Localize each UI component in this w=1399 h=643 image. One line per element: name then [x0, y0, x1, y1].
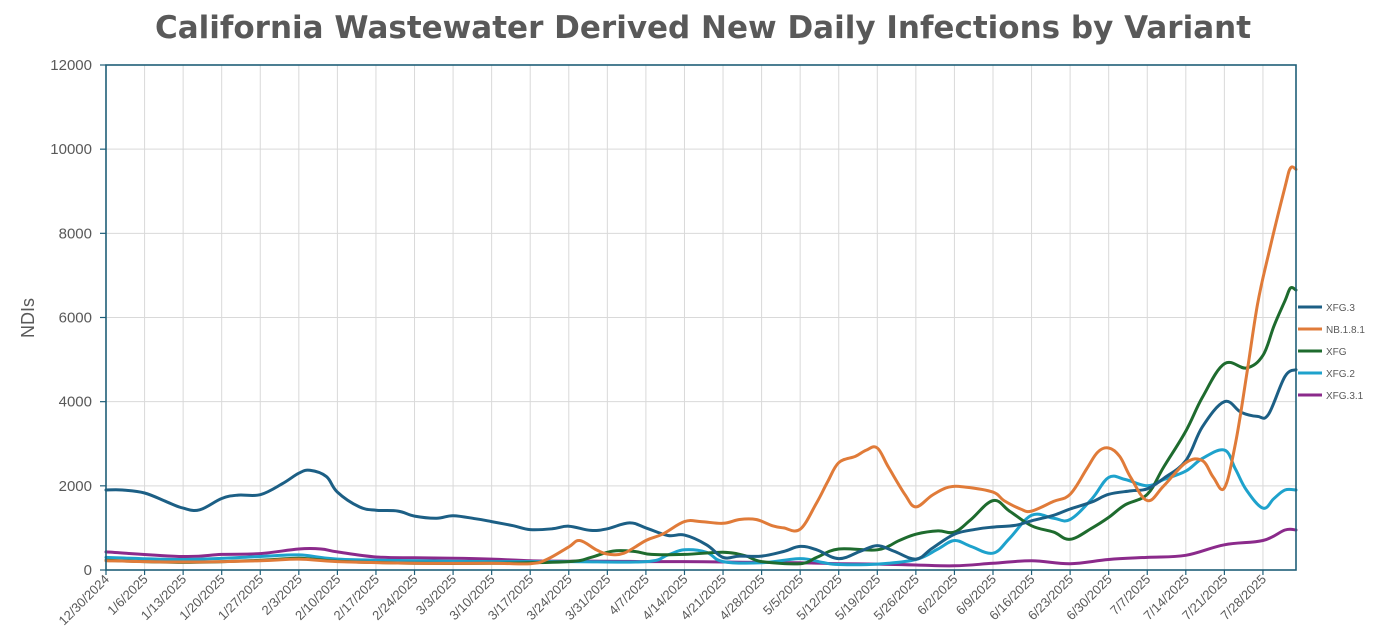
- series-line-xfg-3: [104, 368, 1298, 561]
- y-tick-label: 12000: [50, 57, 92, 74]
- chart-title: California Wastewater Derived New Daily …: [155, 10, 1251, 46]
- x-tick-label: 12/30/2024: [55, 572, 112, 629]
- series-lines: [104, 165, 1298, 568]
- gridlines: [106, 65, 1296, 570]
- series-line-xfg-2: [104, 448, 1298, 567]
- y-tick-label: 0: [84, 562, 92, 579]
- y-axis-label: NDIs: [18, 298, 38, 338]
- legend: XFG.3 NB.1.8.1 XFG XFG.2 XFG.3.1: [1298, 303, 1365, 402]
- x-axis-ticks: 12/30/20241/6/20251/13/20251/20/20251/27…: [55, 570, 1269, 628]
- y-tick-label: 8000: [59, 225, 92, 242]
- series-line-nb-1-8-1: [104, 165, 1298, 566]
- y-tick-label: 2000: [59, 478, 92, 495]
- series-line-xfg: [104, 285, 1298, 566]
- legend-label: NB.1.8.1: [1326, 325, 1365, 336]
- x-tick-label: 6/2/2025: [914, 572, 960, 618]
- legend-label: XFG.3: [1326, 303, 1355, 314]
- y-tick-label: 10000: [50, 141, 92, 158]
- legend-label: XFG: [1326, 347, 1347, 358]
- y-tick-label: 4000: [59, 394, 92, 411]
- y-axis-ticks: 0 2000 4000 6000 8000 10000 12000: [50, 57, 106, 579]
- y-tick-label: 6000: [59, 310, 92, 327]
- legend-label: XFG.2: [1326, 369, 1355, 380]
- legend-label: XFG.3.1: [1326, 391, 1364, 402]
